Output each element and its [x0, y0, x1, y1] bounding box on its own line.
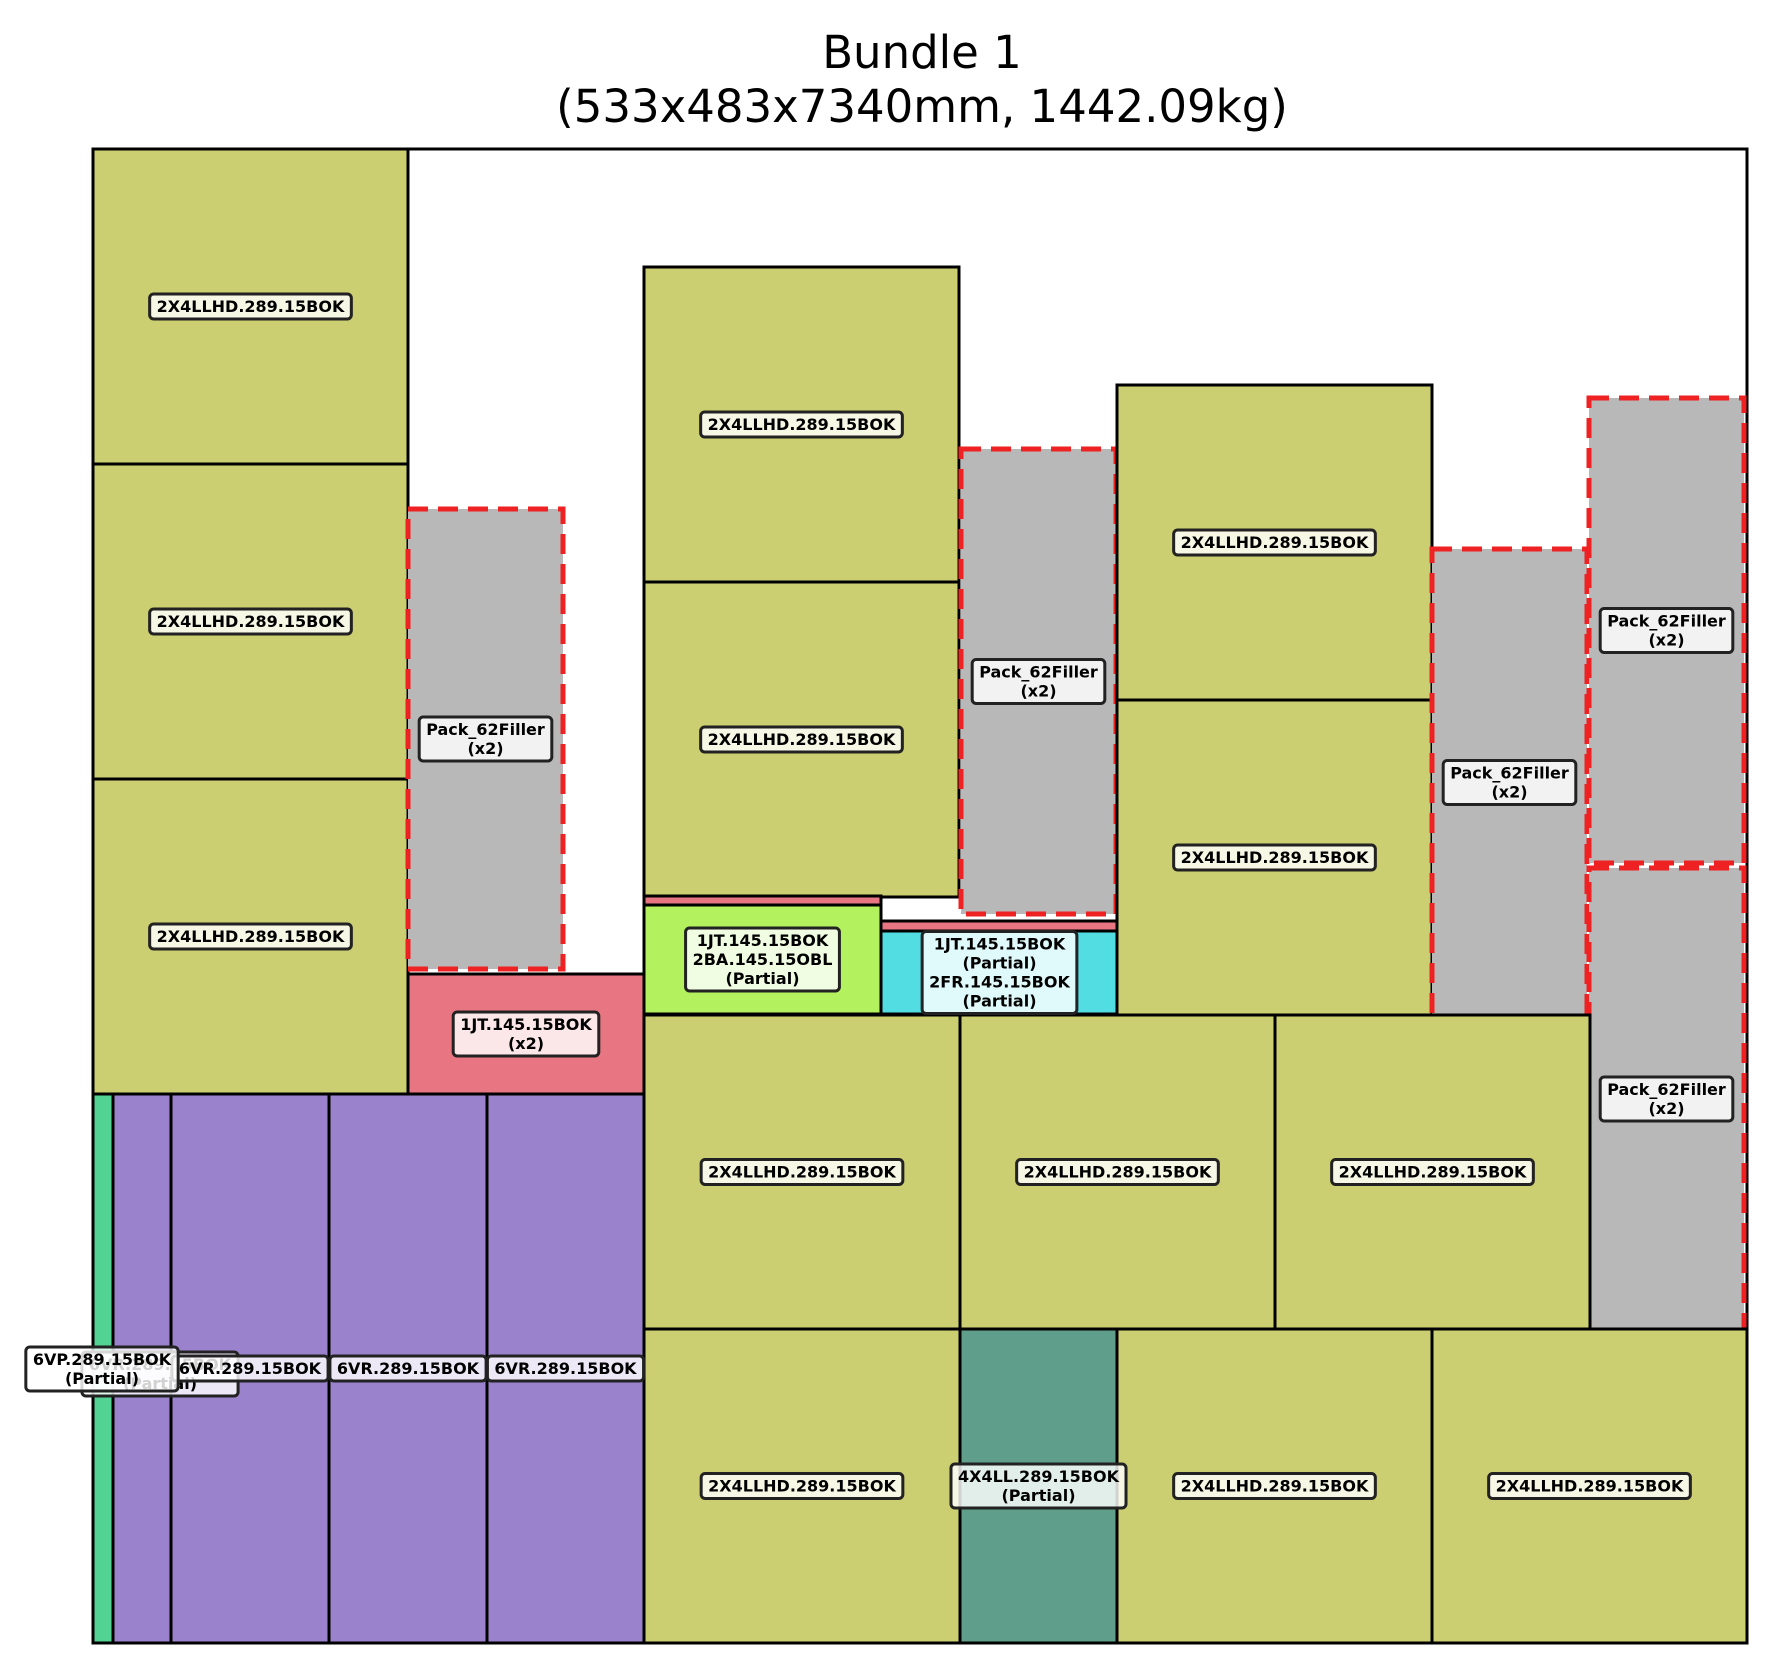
piece-label-text: 2X4LLHD.289.15BOK [708, 730, 896, 749]
piece-label-e2: 4X4LL.289.15BOK(Partial) [949, 1462, 1128, 1510]
piece-label-text: 6VR.289.15BOK [179, 1359, 322, 1378]
piece-label-text: (Partial) [962, 954, 1036, 973]
piece-label-text: Pack_62Filler [426, 720, 545, 739]
piece-label-e4: 2X4LLHD.289.15BOK [1487, 1472, 1692, 1500]
label-box [1487, 1472, 1692, 1500]
label-box [920, 930, 1079, 1015]
label-box [699, 410, 904, 439]
piece-label-text: 2X4LLHD.289.15BOK [1339, 1163, 1527, 1182]
piece-label-f2: Pack_62Filler(x2) [970, 658, 1107, 705]
piece-label-text: (x2) [467, 739, 503, 758]
piece-label-text: 2X4LLHD.289.15BOK [1181, 533, 1369, 552]
diagram-title-line-2: (533x483x7340mm, 1442.09kg) [556, 80, 1288, 133]
piece-label-text: (Partial) [1001, 1486, 1075, 1505]
piece-label-vp_label: 6VP.289.15BOK(Partial) [24, 1345, 180, 1393]
piece-label-text: 2X4LLHD.289.15BOK [1024, 1163, 1212, 1182]
piece-label-text: 2X4LLHD.289.15BOK [708, 1163, 896, 1182]
piece-label-text: (x2) [1648, 1099, 1684, 1118]
label-box [1015, 1158, 1220, 1186]
label-box [699, 1472, 905, 1500]
piece-label-text: 6VR.289.15BOK [337, 1359, 480, 1378]
label-box [1172, 843, 1377, 872]
piece-label-text: 2X4LLHD.289.15BOK [1181, 1477, 1369, 1496]
label-box [970, 658, 1107, 705]
label-box [148, 292, 353, 321]
label-box [1330, 1158, 1535, 1186]
label-box [1598, 607, 1735, 654]
piece-label-d3: 2X4LLHD.289.15BOK [1330, 1158, 1535, 1186]
piece-label-d2: 2X4LLHD.289.15BOK [1015, 1158, 1220, 1186]
piece-label-text: 1JT.145.15BOK [934, 935, 1066, 954]
piece-label-a3: 2X4LLHD.289.15BOK [148, 922, 353, 951]
piece-label-text: (Partial) [65, 1369, 139, 1388]
piece-label-vr4: 6VR.289.15BOK [485, 1354, 646, 1383]
piece-label-text: 4X4LL.289.15BOK [958, 1467, 1120, 1486]
piece-label-text: 2X4LLHD.289.15BOK [1496, 1477, 1684, 1496]
piece-label-vr2: 6VR.289.15BOK [170, 1354, 330, 1383]
label-box [684, 926, 841, 993]
piece-label-b2: 2X4LLHD.289.15BOK [699, 725, 904, 754]
label-box [148, 922, 353, 951]
label-box [451, 1010, 601, 1058]
label-box [1598, 1075, 1735, 1123]
piece-label-text: Pack_62Filler [1607, 612, 1726, 631]
piece-label-text: 2X4LLHD.289.15BOK [157, 612, 345, 631]
piece-label-text: (Partial) [725, 969, 799, 988]
piece-label-e3: 2X4LLHD.289.15BOK [1172, 1472, 1377, 1500]
piece-label-f3: Pack_62Filler(x2) [1441, 759, 1578, 806]
piece-label-text: (Partial) [962, 992, 1036, 1011]
piece-label-vr3: 6VR.289.15BOK [328, 1354, 488, 1383]
piece-label-f1: Pack_62Filler(x2) [417, 715, 554, 763]
diagram-title-line-1: Bundle 1 [822, 26, 1022, 79]
piece-label-a1: 2X4LLHD.289.15BOK [148, 292, 353, 321]
piece-label-e1: 2X4LLHD.289.15BOK [699, 1472, 905, 1500]
piece-label-a2: 2X4LLHD.289.15BOK [148, 607, 353, 636]
piece-label-text: 2X4LLHD.289.15BOK [157, 927, 345, 946]
piece-label-text: 2FR.145.15BOK [929, 973, 1070, 992]
label-box [148, 607, 353, 636]
piece-label-b1: 2X4LLHD.289.15BOK [699, 410, 904, 439]
piece-label-text: (x2) [1491, 783, 1527, 802]
piece-label-c2: 2X4LLHD.289.15BOK [1172, 843, 1377, 872]
piece-label-text: Pack_62Filler [979, 663, 1098, 682]
label-box [949, 1462, 1128, 1510]
labels-layer: 2X4LLHD.289.15BOK 2X4LLHD.289.15BOK 2X4LLH… [24, 292, 1735, 1510]
pieces-layer [91, 147, 1749, 1645]
label-box [699, 725, 904, 754]
label-box [24, 1345, 180, 1393]
piece-label-text: 2X4LLHD.289.15BOK [708, 1477, 896, 1496]
label-box [699, 1158, 905, 1186]
piece-label-f4: Pack_62Filler(x2) [1598, 607, 1735, 654]
label-box [485, 1354, 646, 1383]
piece-label-text: Pack_62Filler [1450, 764, 1569, 783]
piece-label-text: (x2) [508, 1034, 544, 1053]
piece-label-text: 1JT.145.15BOK [460, 1015, 592, 1034]
piece-label-text: 2BA.145.15OBL [693, 950, 833, 969]
piece-label-text: 1JT.145.15BOK [697, 931, 829, 950]
piece-label-text: 2X4LLHD.289.15BOK [708, 415, 896, 434]
label-box [417, 715, 554, 763]
piece-label-c1: 2X4LLHD.289.15BOK [1172, 528, 1377, 557]
piece-label-text: Pack_62Filler [1607, 1080, 1726, 1099]
piece-label-text: (x2) [1648, 631, 1684, 650]
piece-label-text: 6VP.289.15BOK [33, 1350, 172, 1369]
piece-label-text: 2X4LLHD.289.15BOK [157, 297, 345, 316]
piece-label-j1: 1JT.145.15BOK(x2) [451, 1010, 601, 1058]
label-box [1441, 759, 1578, 806]
piece-label-d1: 2X4LLHD.289.15BOK [699, 1158, 905, 1186]
piece-2x4llhd-289-15bok-c1 [1115, 383, 1434, 702]
piece-label-text: (x2) [1020, 682, 1056, 701]
piece-label-text: 2X4LLHD.289.15BOK [1181, 848, 1369, 867]
piece-label-f5: Pack_62Filler(x2) [1598, 1075, 1735, 1123]
piece-label-fr1: 1JT.145.15BOK(Partial)2FR.145.15BOK(Part… [920, 930, 1079, 1015]
piece-2x4llhd-289-15bok-a1 [91, 147, 410, 466]
label-box [1172, 528, 1377, 557]
piece-label-text: 6VR.289.15BOK [494, 1359, 637, 1378]
label-box [1172, 1472, 1377, 1500]
